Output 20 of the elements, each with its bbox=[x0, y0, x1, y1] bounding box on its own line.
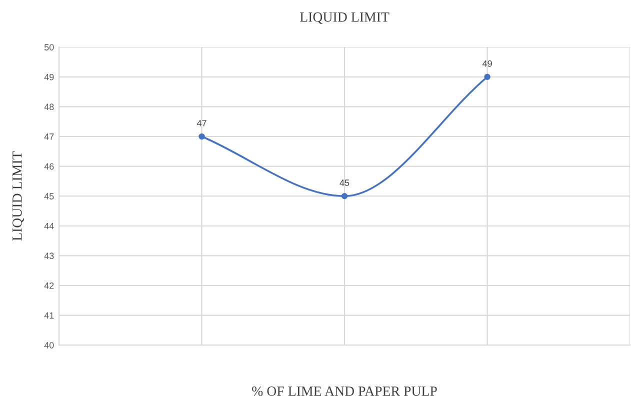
y-tick-label: 43 bbox=[44, 252, 54, 260]
y-tick-label: 50 bbox=[44, 44, 54, 50]
data-label: 45 bbox=[340, 180, 350, 186]
y-tick-label: 41 bbox=[44, 312, 54, 319]
x-axis-title: % OF LIME AND PAPER PULP bbox=[252, 386, 437, 396]
point bbox=[341, 192, 348, 200]
y-tick-label: 47 bbox=[44, 134, 54, 140]
data-label: 47 bbox=[196, 120, 206, 126]
point bbox=[198, 133, 205, 140]
y-axis-title: LIQUID LIMIT bbox=[12, 151, 24, 241]
y-tick-label: 45 bbox=[44, 193, 54, 200]
y-tick-label: 42 bbox=[44, 282, 54, 289]
y-tick-label: 48 bbox=[44, 104, 54, 110]
y-tick-label: 49 bbox=[44, 74, 54, 80]
y-tick-label: 40 bbox=[44, 342, 54, 348]
point bbox=[484, 74, 490, 80]
chart-title: LIQUID LIMIT bbox=[300, 12, 390, 24]
data-label: 49 bbox=[482, 60, 492, 67]
y-tick-label: 46 bbox=[44, 163, 54, 170]
y-tick-label: 44 bbox=[44, 222, 54, 230]
